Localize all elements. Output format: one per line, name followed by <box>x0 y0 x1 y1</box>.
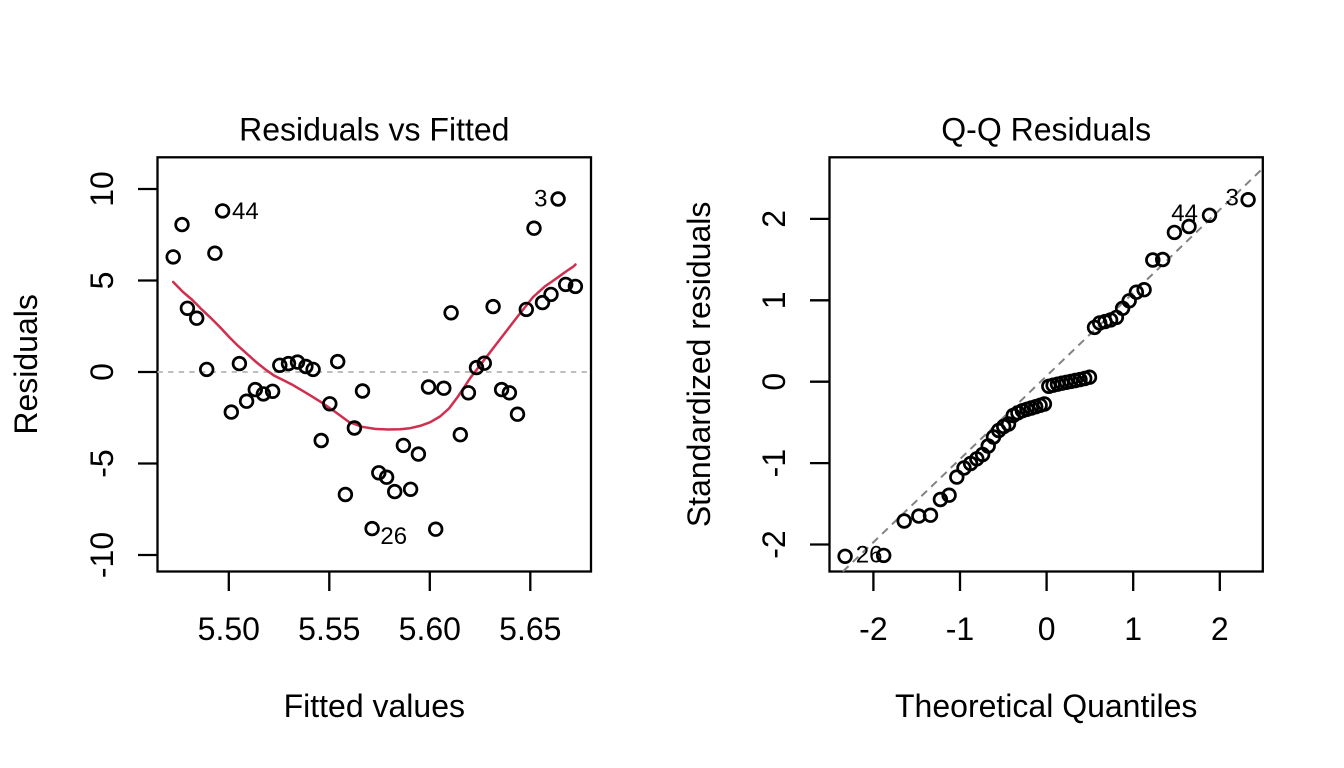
svg-text:Residuals: Residuals <box>8 294 44 435</box>
svg-text:44: 44 <box>232 198 259 225</box>
svg-text:0: 0 <box>1038 611 1056 647</box>
svg-text:Theoretical Quantiles: Theoretical Quantiles <box>895 688 1197 724</box>
svg-text:0: 0 <box>756 373 792 391</box>
svg-text:5: 5 <box>84 272 120 290</box>
svg-text:1: 1 <box>1124 611 1142 647</box>
svg-text:3: 3 <box>1225 185 1238 212</box>
svg-text:5.55: 5.55 <box>298 611 360 647</box>
svg-text:Residuals vs Fitted: Residuals vs Fitted <box>239 112 509 148</box>
svg-text:-1: -1 <box>756 449 792 477</box>
svg-text:26: 26 <box>380 523 407 550</box>
svg-text:3: 3 <box>534 186 547 213</box>
svg-text:10: 10 <box>84 171 120 207</box>
svg-text:5.60: 5.60 <box>399 611 461 647</box>
svg-text:-5: -5 <box>84 449 120 477</box>
svg-text:-2: -2 <box>756 530 792 558</box>
svg-text:2: 2 <box>756 210 792 228</box>
svg-text:2: 2 <box>1211 611 1229 647</box>
svg-text:1: 1 <box>756 291 792 309</box>
svg-text:44: 44 <box>1171 200 1198 227</box>
svg-text:Q-Q Residuals: Q-Q Residuals <box>941 112 1151 148</box>
svg-text:5.65: 5.65 <box>499 611 561 647</box>
svg-text:-1: -1 <box>946 611 974 647</box>
svg-text:-10: -10 <box>84 532 120 578</box>
svg-text:26: 26 <box>856 542 883 569</box>
svg-text:5.50: 5.50 <box>198 611 260 647</box>
svg-text:-2: -2 <box>859 611 887 647</box>
svg-text:Fitted values: Fitted values <box>284 688 465 724</box>
svg-text:0: 0 <box>84 363 120 381</box>
svg-text:Standardized residuals: Standardized residuals <box>681 202 717 528</box>
